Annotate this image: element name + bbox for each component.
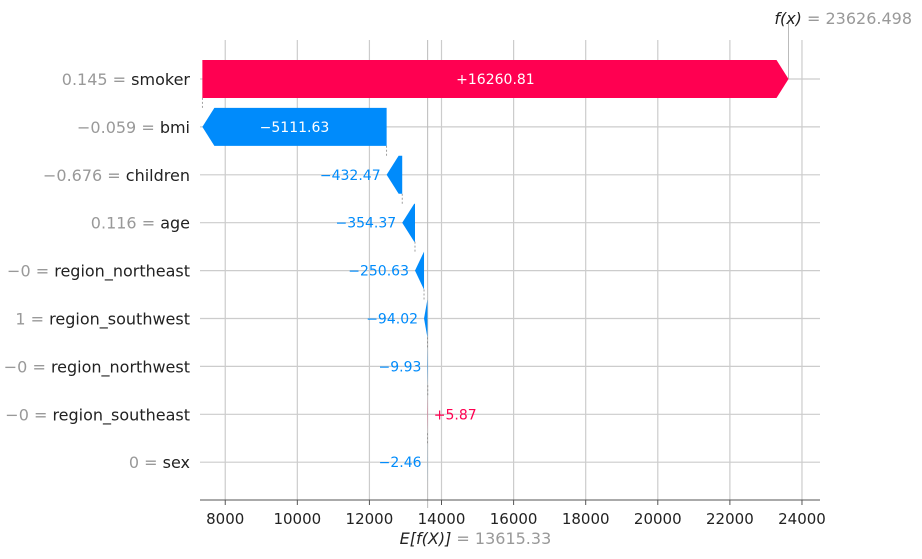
- bar-value-label: +5.87: [434, 407, 477, 423]
- x-tick-label: 16000: [490, 510, 538, 528]
- x-tick-label: 12000: [346, 510, 394, 528]
- feature-value: −0.059 =: [77, 118, 160, 137]
- feature-label: 0 = sex: [129, 453, 190, 472]
- feature-name: age: [160, 214, 190, 233]
- output-value-label: f(x): [774, 9, 807, 28]
- feature-label: 0.145 = smoker: [62, 70, 191, 89]
- x-tick-label: 14000: [418, 510, 466, 528]
- bar-value-label: −9.93: [379, 359, 422, 375]
- feature-name: region_southwest: [49, 310, 190, 330]
- bar-value-label: +16260.81: [456, 72, 535, 88]
- bars: +16260.81 −5111.63 −432.47 −354.37 −250.63 −9…: [201, 60, 789, 482]
- annotations: E[f(X)] = 13615.33 f(x) = 23626.498: [400, 9, 912, 548]
- x-tick-label: 24000: [778, 510, 826, 528]
- output-value-annotation: f(x) = 23626.498: [774, 9, 912, 28]
- feature-name: bmi: [160, 118, 190, 137]
- bar-bmi: [202, 107, 387, 146]
- bar-value-label: −432.47: [320, 168, 381, 184]
- bar-value-label: −94.02: [366, 312, 418, 328]
- feature-value: 0.116 =: [91, 214, 160, 233]
- bar-region_southwest: [424, 299, 428, 338]
- bar-children: [386, 155, 403, 194]
- feature-value: 0 =: [129, 453, 163, 472]
- feature-label: −0.676 = children: [43, 166, 190, 185]
- base-value-label: E[f(X)]: [400, 529, 457, 548]
- feature-name: region_southeast: [52, 405, 190, 425]
- feature-name: region_northeast: [54, 262, 190, 282]
- y-axis-labels: 0.145 = smoker −0.059 = bmi −0.676 = child…: [4, 70, 191, 472]
- bar-value-label: −250.63: [348, 264, 409, 280]
- x-tick-label: 22000: [706, 510, 754, 528]
- feature-value: −0 =: [4, 357, 51, 376]
- x-tick-label: 18000: [562, 510, 610, 528]
- feature-name: smoker: [131, 70, 190, 89]
- bar-region_northeast: [414, 251, 425, 290]
- feature-value: −0 =: [5, 405, 52, 424]
- x-tick-label: 10000: [273, 510, 321, 528]
- feature-name: sex: [163, 453, 190, 472]
- x-tick-label: 8000: [206, 510, 244, 528]
- x-axis: 8000 10000 12000 14000 16000 18000 20000 22000 2…: [200, 499, 826, 528]
- feature-label: −0 = region_northeast: [7, 262, 190, 282]
- feature-label: −0 = region_northwest: [4, 357, 190, 377]
- bar-value-label: −354.37: [335, 216, 396, 232]
- feature-label: −0 = region_southeast: [5, 405, 190, 425]
- base-value-annotation: E[f(X)] = 13615.33: [400, 529, 552, 548]
- bar-age: [402, 203, 415, 242]
- bar-value-label: −5111.63: [260, 120, 330, 136]
- feature-value: −0 =: [7, 262, 54, 281]
- feature-name: region_northwest: [51, 357, 190, 377]
- feature-label: 1 = region_southwest: [15, 310, 190, 330]
- feature-label: −0.059 = bmi: [77, 118, 190, 137]
- bar-smoker: [202, 60, 789, 98]
- feature-value: 1 =: [15, 310, 49, 329]
- feature-value: −0.676 =: [43, 166, 126, 185]
- output-value-number: = 23626.498: [807, 9, 912, 28]
- feature-label: 0.116 = age: [91, 214, 190, 233]
- feature-value: 0.145 =: [62, 70, 131, 89]
- base-value-number: = 13615.33: [456, 529, 551, 548]
- feature-name: children: [126, 166, 190, 185]
- bar-value-label: −2.46: [379, 455, 422, 471]
- x-tick-label: 20000: [634, 510, 682, 528]
